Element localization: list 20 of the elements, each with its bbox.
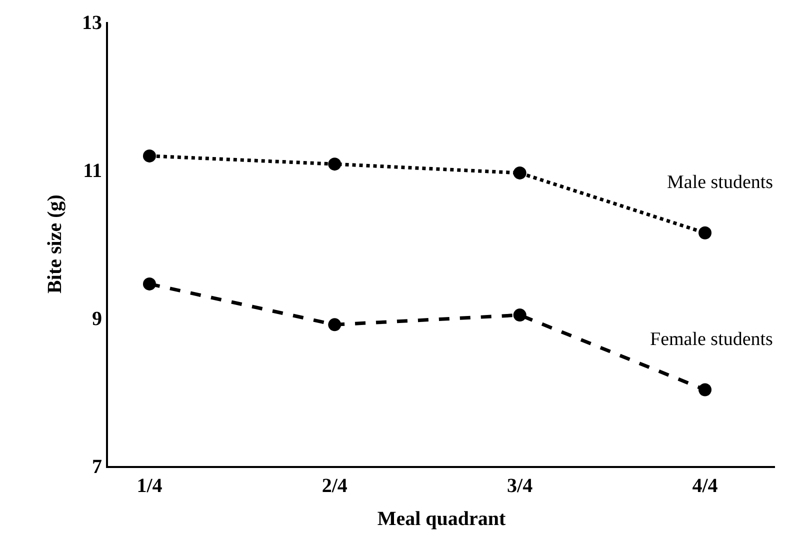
y-axis-title: Bite size (g) <box>44 194 66 294</box>
series-label: Female students <box>650 329 773 350</box>
point <box>328 318 342 332</box>
point <box>142 149 156 162</box>
point <box>698 383 712 396</box>
x-tick-label: 2/4 <box>322 475 348 497</box>
point <box>142 277 156 290</box>
x-tick-label: 4/4 <box>692 475 718 497</box>
point <box>698 226 712 240</box>
x-axis-title: Meal quadrant <box>377 508 506 530</box>
y-tick-label: 7 <box>92 456 102 478</box>
series-label: Male students <box>667 172 774 193</box>
x-tick-label: 3/4 <box>507 475 533 497</box>
x-tick-label: 1/4 <box>136 475 162 497</box>
point <box>513 166 526 180</box>
point <box>513 308 526 322</box>
y-tick-label: 11 <box>83 160 102 182</box>
point <box>328 158 342 171</box>
y-tick-label: 13 <box>82 12 102 34</box>
y-tick-label: 9 <box>92 308 102 330</box>
